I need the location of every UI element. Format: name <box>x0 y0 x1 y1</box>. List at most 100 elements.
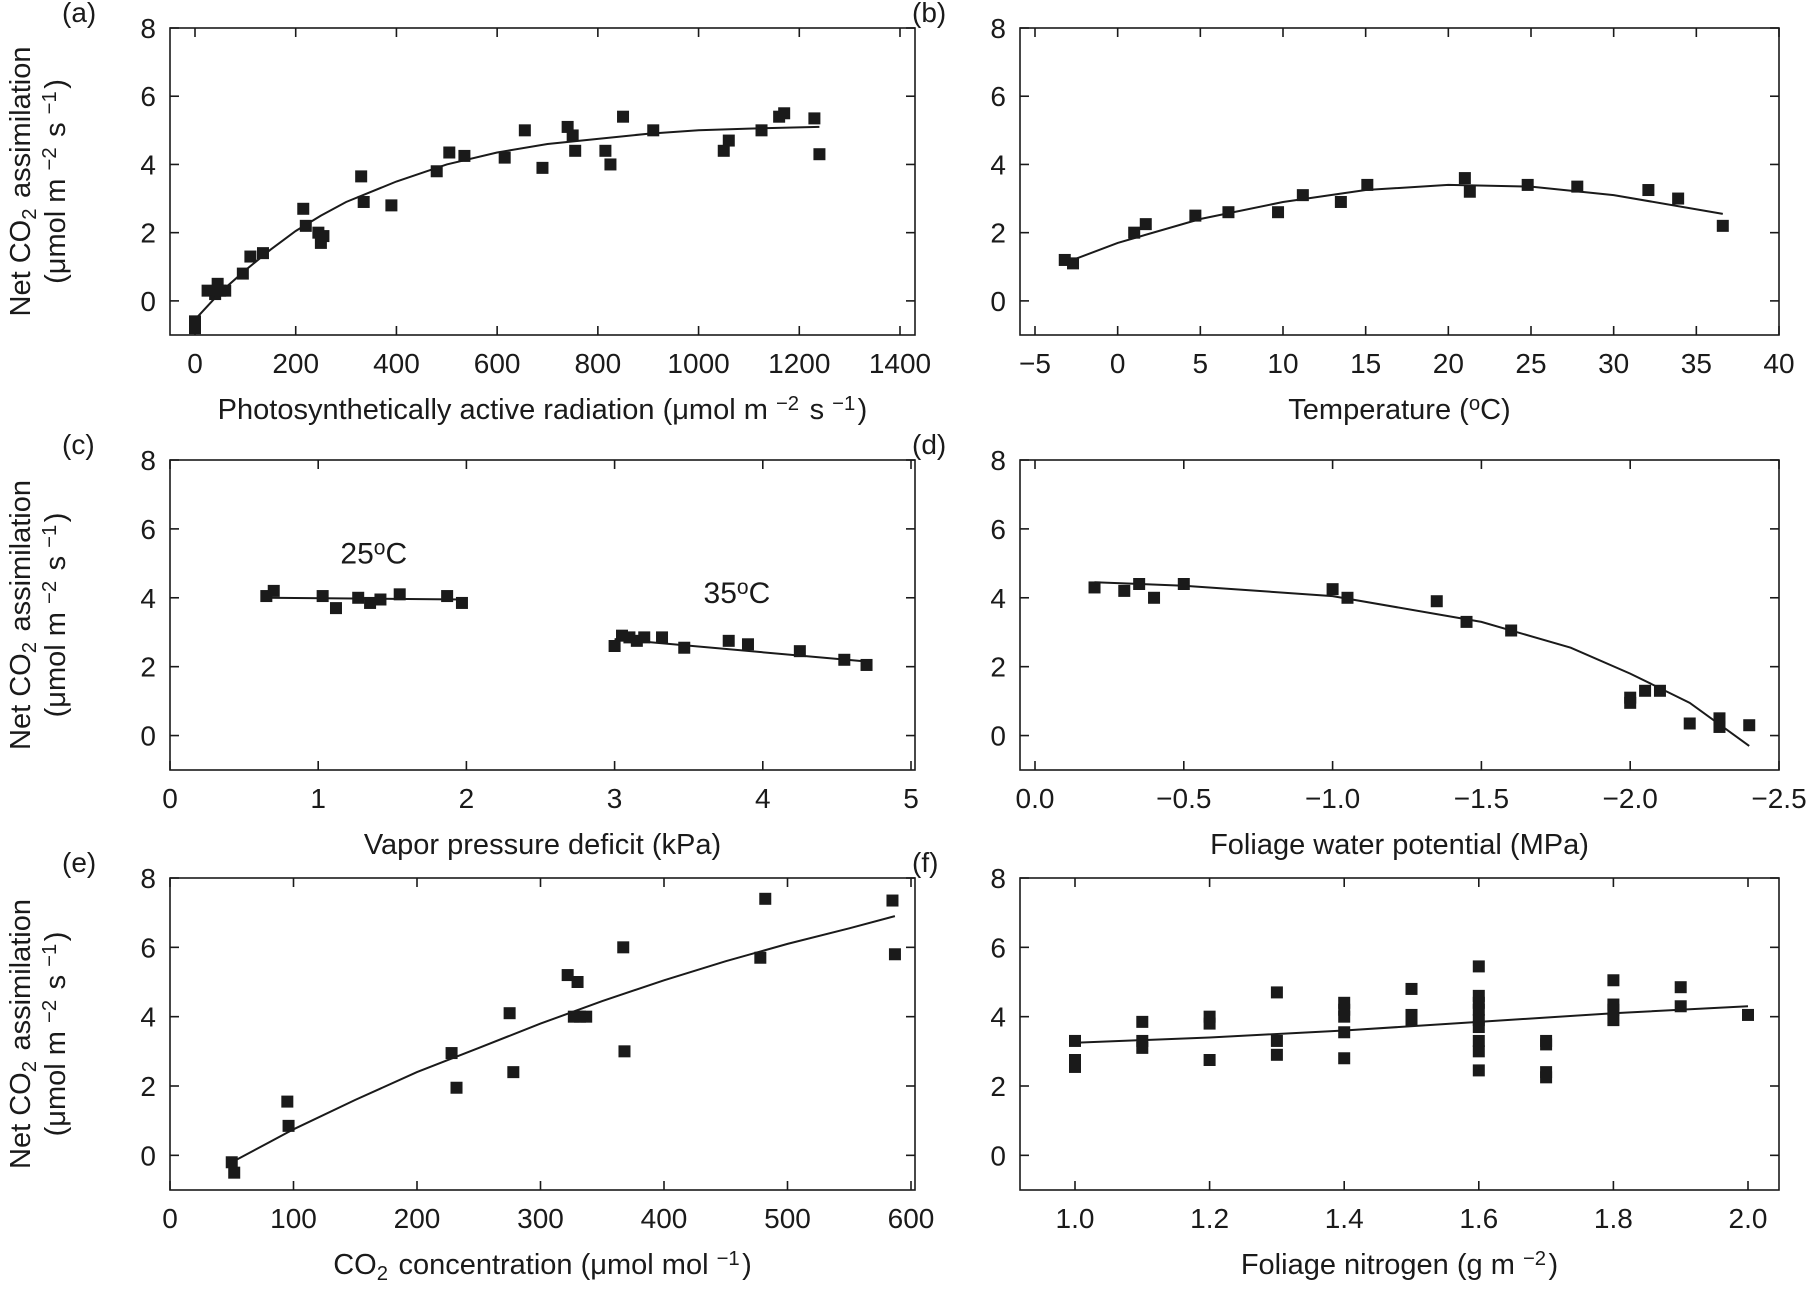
label-text: ) <box>40 513 72 523</box>
y-tick-label: 6 <box>990 514 1006 545</box>
data-point <box>355 170 368 183</box>
label-text <box>802 394 810 426</box>
plot-area <box>1088 578 1756 747</box>
data-point <box>352 591 365 604</box>
data-point <box>455 596 468 609</box>
x-tick-label: 600 <box>474 348 521 379</box>
fit-curve <box>194 125 820 321</box>
y-tick-label: 8 <box>140 863 156 894</box>
data-point <box>256 247 269 260</box>
data-point <box>189 322 201 335</box>
data-point <box>1521 178 1534 191</box>
x-axis-label: CO2 concentration (μmol mol −1 ) <box>333 1248 752 1285</box>
label-text <box>40 989 72 997</box>
y-tick-label: 8 <box>990 13 1006 44</box>
x-tick-label: −5 <box>1019 348 1051 379</box>
data-point <box>450 1081 463 1094</box>
data-point <box>458 149 471 162</box>
data-point <box>236 267 249 280</box>
x-tick-label: 0 <box>187 348 203 379</box>
data-point <box>1472 960 1485 973</box>
subscript: 2 <box>19 642 41 653</box>
data-point <box>1067 257 1080 270</box>
x-tick-label: 500 <box>764 1203 811 1234</box>
data-point <box>225 1156 238 1169</box>
data-point <box>1674 1000 1687 1013</box>
data-point <box>759 892 772 905</box>
data-point <box>604 158 617 171</box>
x-tick-label: 1.4 <box>1325 1203 1364 1234</box>
data-point <box>518 124 531 137</box>
data-point <box>722 634 735 647</box>
data-point <box>1272 206 1285 219</box>
data-point <box>219 284 232 297</box>
data-point <box>1505 624 1518 637</box>
superscript: −2 <box>1523 1248 1546 1270</box>
data-point <box>1128 226 1141 239</box>
label-text: Net <box>5 1116 37 1169</box>
x-tick-label: 0 <box>162 783 178 814</box>
data-point <box>1338 1026 1351 1039</box>
label-text: ) <box>742 1249 752 1281</box>
subscript: 2 <box>377 1263 388 1285</box>
data-point <box>316 590 329 603</box>
label-text: Foliage nitrogen (g <box>1241 1249 1491 1281</box>
data-point <box>1674 981 1687 994</box>
fit-curve <box>231 915 896 1164</box>
data-point <box>1133 578 1146 590</box>
label-text: mol <box>662 1249 717 1281</box>
y-tick-label: 6 <box>990 81 1006 112</box>
data-point <box>267 584 280 597</box>
superscript: o <box>1469 393 1480 415</box>
data-point <box>374 593 387 606</box>
x-tick-label: 30 <box>1598 348 1629 379</box>
data-point <box>1136 1015 1149 1028</box>
label-text: ) <box>40 79 72 89</box>
label-text: ) <box>1548 1249 1558 1281</box>
data-point <box>297 202 310 215</box>
y-axis-label: Net CO2 assimilation <box>5 480 41 750</box>
plot-frame <box>1019 27 1780 336</box>
data-point <box>1334 195 1347 208</box>
data-point <box>1338 1010 1351 1023</box>
label-text: Vapor pressure deficit (kPa) <box>364 829 721 861</box>
fit-curve <box>1074 1005 1749 1044</box>
x-tick-label: 100 <box>270 1203 317 1234</box>
label-text: C) <box>1480 394 1511 426</box>
plot-area <box>260 584 873 671</box>
y-axis-label-units: (μmol m −2 s −1 ) <box>39 79 72 284</box>
fit-curve <box>614 638 867 663</box>
label-text: s <box>40 548 72 571</box>
y-axis-label-units: (μmol m −2 s −1 ) <box>39 513 72 718</box>
y-tick-label: 6 <box>140 932 156 963</box>
data-point <box>656 631 669 644</box>
panel-d: (d) 0 2 4 6 8 0.0 −0.5 −1.0 −1.5 −2.0 −2.5 Foliage w… <box>912 429 1807 861</box>
label-text: Temperature <box>1288 394 1459 426</box>
data-point <box>1683 717 1696 730</box>
y-tick-label: 0 <box>990 721 1006 752</box>
data-point <box>329 602 342 615</box>
data-point <box>886 894 899 907</box>
x-tick-label: 5 <box>1193 348 1209 379</box>
data-point <box>888 948 901 961</box>
x-tick-label: 3 <box>607 783 623 814</box>
x-tick-label: 0 <box>162 1203 178 1234</box>
x-tick-label: 1.8 <box>1594 1203 1633 1234</box>
x-tick-label: 5 <box>903 783 919 814</box>
label-text: s <box>810 394 833 426</box>
data-point <box>1222 206 1235 219</box>
y-tick-label: 6 <box>990 932 1006 963</box>
data-point <box>1118 584 1131 597</box>
label-text: (μmol <box>40 203 72 284</box>
label-text: m <box>40 604 72 636</box>
data-point <box>1088 581 1101 594</box>
fit-curve <box>1094 581 1750 747</box>
data-point <box>1653 684 1666 697</box>
plot-area <box>225 892 901 1179</box>
panel-label: (f) <box>912 847 938 878</box>
data-point <box>1743 719 1756 732</box>
superscript: −2 <box>39 581 61 604</box>
label-text: ( <box>1459 394 1469 426</box>
y-tick-label: 2 <box>140 1071 156 1102</box>
label-text <box>40 137 72 145</box>
